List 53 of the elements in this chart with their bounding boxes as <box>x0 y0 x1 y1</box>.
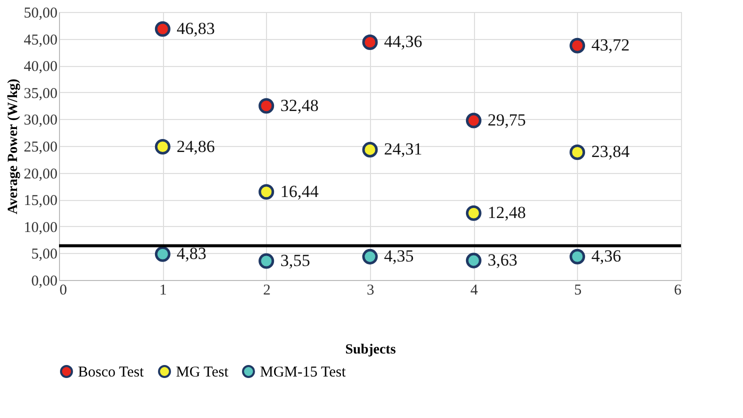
x-tick-label: 0 <box>60 282 67 298</box>
point <box>570 248 586 264</box>
y-tick-label: 10,00 <box>24 220 58 236</box>
point <box>154 138 170 155</box>
data-label: 23,84 <box>591 142 630 162</box>
data-label: 44,36 <box>384 32 422 52</box>
x-tick-label: 6 <box>674 282 682 298</box>
data-label: 24,86 <box>176 136 215 156</box>
y-tick-label: 30,00 <box>24 112 58 129</box>
data-label: 46,83 <box>176 18 215 38</box>
y-axis-title: Average Power (W/kg) <box>6 78 21 214</box>
data-label: 43,72 <box>591 36 630 55</box>
y-tick-label: 5,00 <box>31 246 58 263</box>
data-label: 4,83 <box>176 244 206 264</box>
y-tick-label: 20,00 <box>24 166 58 182</box>
point <box>570 38 586 54</box>
point <box>258 253 274 269</box>
y-tick-label: 25,00 <box>24 140 58 156</box>
data-label: 4,36 <box>591 246 622 266</box>
x-tick-label: 4 <box>470 282 478 298</box>
point <box>362 34 378 50</box>
data-label: 4,35 <box>384 246 414 266</box>
data-label: 16,44 <box>280 182 320 201</box>
y-tick-label: 15,00 <box>24 193 58 210</box>
y-tick-label: 0,00 <box>31 274 58 290</box>
x-tick-label: 5 <box>574 282 582 298</box>
y-tick-label: 40,00 <box>24 59 58 76</box>
point <box>466 205 482 221</box>
point <box>362 248 378 264</box>
point <box>570 144 586 160</box>
y-tick-label: 35,00 <box>24 86 58 102</box>
legend-label: MGM-15 Test <box>260 364 347 381</box>
x-tick-label: 2 <box>263 282 271 298</box>
point <box>154 246 170 262</box>
x-tick-label: 3 <box>366 282 374 298</box>
point <box>466 112 482 128</box>
point <box>362 142 378 158</box>
data-label: 29,75 <box>488 110 526 130</box>
x-tick-label: 1 <box>159 282 167 298</box>
data-label: 32,48 <box>280 96 319 115</box>
y-tick-label: 45,00 <box>24 32 58 48</box>
y-tick-label: 50,00 <box>24 6 58 22</box>
point <box>258 184 274 200</box>
point <box>258 98 274 114</box>
data-label: 12,48 <box>488 203 526 222</box>
legend-label: Bosco Test <box>78 364 145 381</box>
data-label: 24,31 <box>384 140 422 159</box>
data-label: 3,55 <box>280 250 310 270</box>
point <box>466 252 482 268</box>
point <box>154 21 170 37</box>
legend-label: MG Test <box>176 364 230 381</box>
data-label: 3,63 <box>488 250 518 270</box>
x-axis-title: Subjects <box>345 342 396 358</box>
